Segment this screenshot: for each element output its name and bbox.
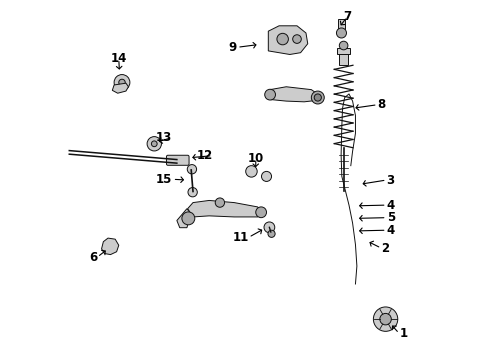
Circle shape (215, 198, 224, 207)
Text: 11: 11 (232, 231, 248, 244)
Text: 4: 4 (387, 224, 395, 237)
Bar (337, 48, 350, 54)
Circle shape (311, 91, 324, 104)
Circle shape (268, 230, 275, 237)
Circle shape (119, 79, 125, 86)
Circle shape (293, 35, 301, 43)
Bar (339, 54, 348, 65)
Polygon shape (188, 201, 263, 217)
Text: 12: 12 (196, 149, 213, 162)
Circle shape (264, 222, 275, 233)
Circle shape (265, 89, 275, 100)
Circle shape (114, 75, 130, 90)
Circle shape (339, 41, 348, 50)
Text: 1: 1 (399, 327, 407, 340)
Polygon shape (101, 238, 119, 255)
Circle shape (182, 212, 195, 225)
Circle shape (380, 314, 392, 325)
Circle shape (188, 188, 197, 197)
Polygon shape (177, 209, 191, 228)
Polygon shape (269, 26, 308, 54)
Circle shape (147, 136, 161, 151)
Text: 13: 13 (155, 131, 172, 144)
Circle shape (256, 207, 267, 218)
Text: 3: 3 (387, 174, 395, 186)
Text: 14: 14 (111, 52, 127, 65)
Text: 10: 10 (247, 152, 264, 165)
Circle shape (262, 171, 271, 181)
Text: 5: 5 (387, 211, 395, 224)
Circle shape (151, 141, 157, 147)
FancyBboxPatch shape (167, 155, 189, 165)
Circle shape (277, 33, 289, 45)
Text: 15: 15 (156, 173, 172, 186)
Circle shape (337, 28, 346, 38)
Circle shape (187, 165, 196, 174)
Text: 2: 2 (381, 242, 390, 255)
Text: 9: 9 (229, 41, 237, 54)
Text: 6: 6 (89, 251, 97, 264)
Polygon shape (269, 87, 318, 102)
Text: 8: 8 (378, 98, 386, 111)
Text: 4: 4 (387, 199, 395, 212)
Bar (338, 19, 344, 30)
Text: 7: 7 (343, 10, 351, 23)
Circle shape (373, 307, 398, 331)
Circle shape (314, 94, 321, 101)
Circle shape (245, 166, 257, 177)
Polygon shape (112, 83, 128, 93)
